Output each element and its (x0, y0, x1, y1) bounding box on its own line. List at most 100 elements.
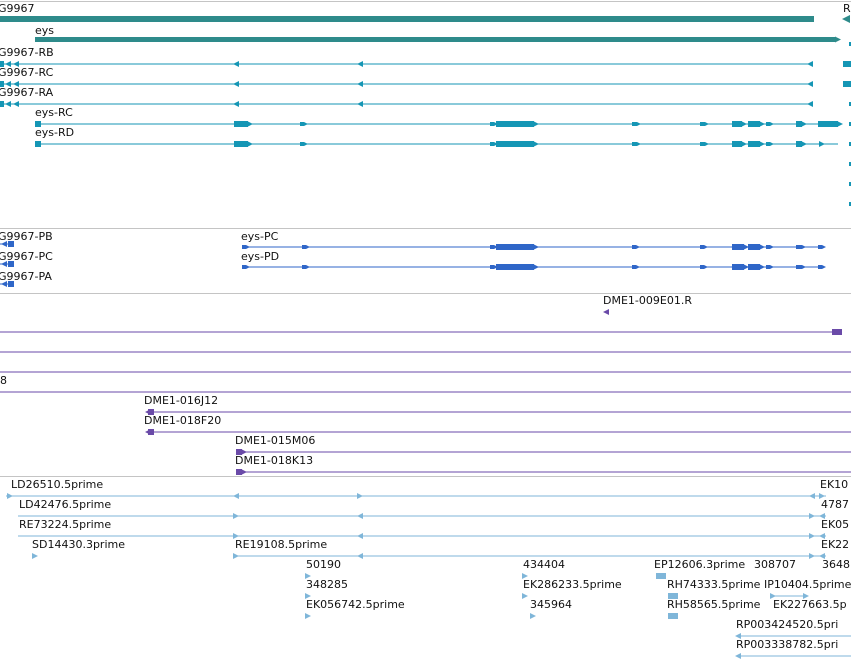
est-chev-0-4[interactable] (819, 493, 825, 499)
transcript-eys-rd-end[interactable] (819, 141, 825, 147)
gene-eys-arrow[interactable] (835, 36, 841, 43)
est-chev-0-0[interactable] (7, 493, 13, 499)
clone-tail-tip-0[interactable] (241, 449, 247, 455)
transcript-edge-tick-1[interactable] (849, 62, 851, 66)
protein-eys-pc-exon-10[interactable] (818, 245, 822, 249)
est-chev-0-3[interactable] (809, 493, 815, 499)
protein-cg9967-pc-b[interactable] (8, 261, 14, 267)
transcript-eys-rd-exon-9-tip[interactable] (801, 141, 807, 147)
est-short-4[interactable] (522, 593, 528, 599)
transcript-eys-rd-exon-0-tip[interactable] (247, 141, 253, 147)
transcript-eys-rd-exon-0[interactable] (234, 141, 248, 147)
transcript-cg9967-rc-chev-1[interactable] (357, 81, 363, 87)
transcript-eys-rc-exon-6[interactable] (732, 121, 742, 127)
protein-eys-pc-exon-10-tip[interactable] (822, 245, 826, 249)
clone-dme1-018k13-label[interactable]: DME1-018K13 (235, 454, 314, 467)
transcript-eys-rd-exon-8[interactable] (766, 142, 770, 146)
transcript-edge-tick-0[interactable] (849, 42, 851, 46)
est-chev-1-2[interactable] (809, 513, 815, 519)
transcript-eys-rc-exon-9[interactable] (796, 121, 802, 127)
gene-cg9967-bar[interactable] (0, 16, 814, 22)
clone-top-end[interactable] (832, 329, 842, 335)
est-ep12606-label[interactable]: EP12606.3prime (654, 558, 746, 571)
protein-eys-pd-exon-8[interactable] (766, 265, 770, 269)
transcript-cg9967-rb-chev-2[interactable] (807, 61, 813, 67)
gene-cg9967-label[interactable]: G9967 (0, 2, 35, 15)
protein-eys-pd-exon-10-tip[interactable] (822, 265, 826, 269)
clone-tail-tip-1[interactable] (241, 469, 247, 475)
transcript-cg9967-ra-chev-2[interactable] (807, 101, 813, 107)
transcript-eys-rc-exon-0[interactable] (234, 121, 248, 127)
protein-eys-pc-exon-5[interactable] (700, 245, 704, 249)
transcript-eys-rd-start[interactable] (35, 141, 41, 147)
est-chev-2-3[interactable] (819, 533, 825, 539)
transcript-eys-rd-label[interactable]: eys-RD (35, 126, 75, 139)
transcript-edge-tick-5[interactable] (849, 142, 851, 146)
transcript-cg9967-ra-exon-b[interactable] (5, 101, 11, 107)
transcript-edge-tick-4[interactable] (849, 122, 851, 126)
transcript-cg9967-rb-exon-c[interactable] (13, 61, 19, 67)
transcript-edge-tick-2[interactable] (849, 82, 851, 86)
protein-eys-pc-exon-1-tip[interactable] (306, 245, 310, 249)
transcript-cg9967-ra-exon-a[interactable] (0, 101, 4, 107)
protein-eys-pc-exon-6[interactable] (732, 244, 744, 250)
clone-tail-1[interactable] (236, 469, 242, 475)
transcript-cg9967-rc-exon-b[interactable] (5, 81, 11, 87)
protein-eys-pd-exon-1-tip[interactable] (306, 265, 310, 269)
transcript-eys-rc-exon-5[interactable] (700, 122, 705, 126)
est-rp-a[interactable] (735, 633, 741, 639)
gene-eys-label[interactable]: eys (35, 24, 55, 37)
protein-eys-pc-exon-8-tip[interactable] (770, 245, 774, 249)
clone-start-tip-1[interactable] (145, 429, 151, 435)
protein-eys-pc-exon-3-tip[interactable] (533, 244, 539, 250)
est-chev-3-2[interactable] (809, 553, 815, 559)
transcript-right-stub-1[interactable] (843, 81, 851, 87)
clone-dme1-009e01-mark[interactable] (603, 309, 609, 315)
est-chev-3-3[interactable] (819, 553, 825, 559)
protein-eys-pd-exon-8-tip[interactable] (770, 265, 774, 269)
est-chev-1-3[interactable] (819, 513, 825, 519)
est-short-3[interactable] (522, 573, 528, 579)
est-re19108-label[interactable]: RE19108.5prime (235, 538, 328, 551)
gene-eys-bar[interactable] (35, 37, 835, 42)
protein-cg9967-pc-label[interactable]: G9967-PC (0, 250, 53, 263)
protein-eys-pc-exon-4-tip[interactable] (636, 245, 640, 249)
est-block-2[interactable] (668, 613, 678, 619)
transcript-cg9967-ra-chev-1[interactable] (357, 101, 363, 107)
transcript-edge-tick-3[interactable] (849, 102, 851, 106)
protein-eys-pd-exon-3[interactable] (496, 264, 534, 270)
transcript-eys-rc-exon-6-tip[interactable] (741, 121, 747, 127)
transcript-eys-rc-start[interactable] (35, 121, 41, 127)
transcript-eys-rd-exon-7-tip[interactable] (759, 141, 765, 147)
transcript-cg9967-rb-chev-1[interactable] (357, 61, 363, 67)
protein-eys-pc-exon-8[interactable] (766, 245, 770, 249)
est-short-0[interactable] (305, 573, 311, 579)
transcript-edge-tick-8[interactable] (849, 202, 851, 206)
est-50190-label[interactable]: 50190 (306, 558, 341, 571)
est-348285-label[interactable]: 348285 (306, 578, 348, 591)
transcript-cg9967-rb-chev-0[interactable] (233, 61, 239, 67)
transcript-cg9967-rc-exon-a[interactable] (0, 81, 4, 87)
transcript-eys-rd-exon-6[interactable] (732, 141, 742, 147)
transcript-eys-rd-exon-3-tip[interactable] (533, 141, 539, 147)
protein-eys-pc-label[interactable]: eys-PC (241, 230, 279, 243)
est-4787-label[interactable]: 4787 (821, 498, 849, 511)
transcript-eys-rd-exon-5-tip[interactable] (705, 142, 709, 146)
protein-eys-pd-exon-4[interactable] (632, 265, 636, 269)
gene-right-label[interactable]: R (843, 2, 851, 15)
transcript-eys-rd-exon-2[interactable] (490, 142, 494, 146)
protein-eys-pc-exon-1[interactable] (302, 245, 306, 249)
transcript-cg9967-rb-exon-a[interactable] (0, 61, 4, 67)
est-ek286233-label[interactable]: EK286233.5prime (523, 578, 622, 591)
est-chev-2-2[interactable] (809, 533, 815, 539)
protein-eys-pd-exon-9[interactable] (796, 265, 802, 269)
est-ek05-label[interactable]: EK05 (821, 518, 850, 531)
transcript-eys-rc-exon-7-tip[interactable] (759, 121, 765, 127)
protein-eys-pd-exon-3-tip[interactable] (533, 264, 539, 270)
protein-eys-pd-exon-1[interactable] (302, 265, 306, 269)
est-chev-3-1[interactable] (357, 553, 363, 559)
est-chev-2-0[interactable] (233, 533, 239, 539)
clone-dme1-015m06-label[interactable]: DME1-015M06 (235, 434, 316, 447)
transcript-eys-rd-exon-7[interactable] (748, 141, 760, 147)
